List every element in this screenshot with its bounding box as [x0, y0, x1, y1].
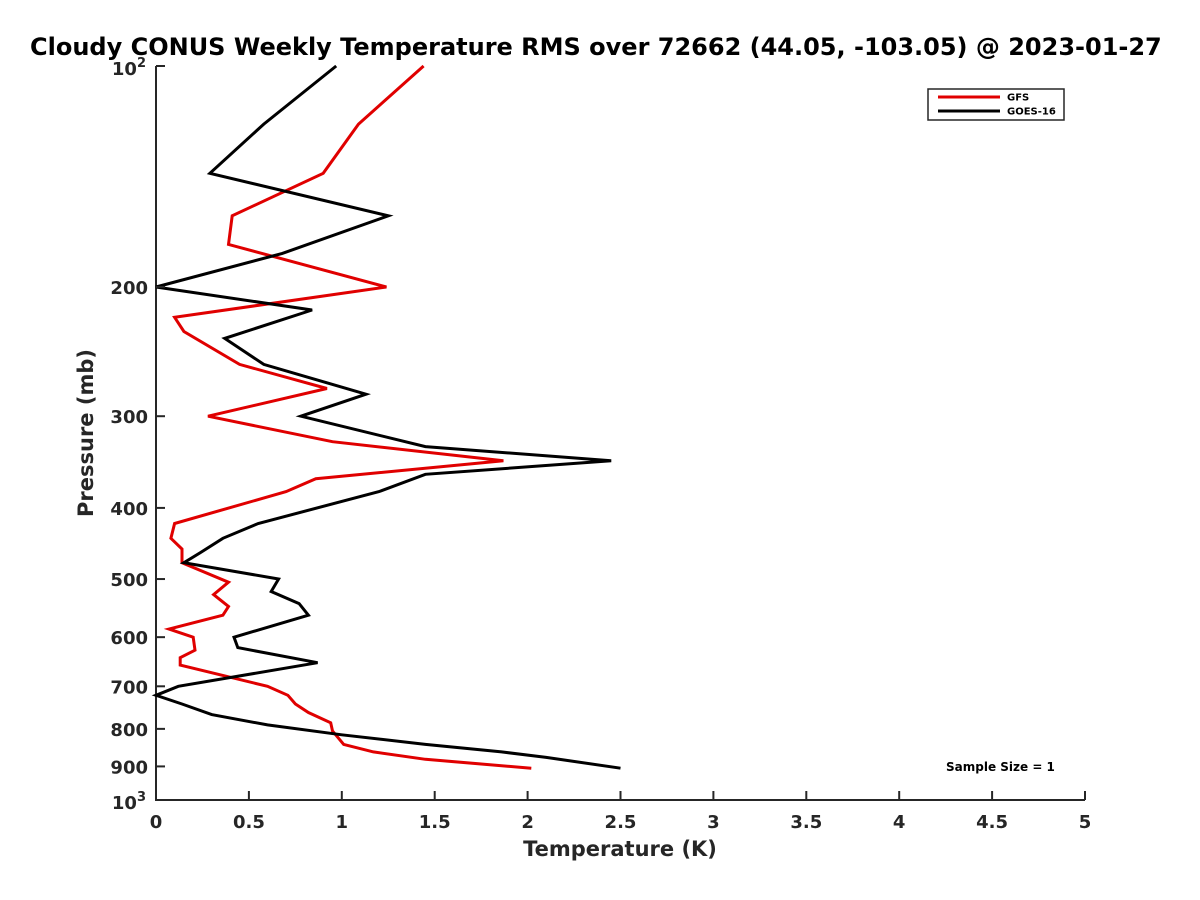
x-axis-label: Temperature (K): [523, 837, 717, 861]
legend-label-0: GFS: [1007, 93, 1029, 104]
y-tick-label: 500: [110, 570, 148, 591]
series-line-1: [151, 64, 621, 770]
x-tick-label: 2.5: [605, 812, 637, 833]
x-tick-label: 1: [336, 812, 349, 833]
series-layer: [151, 64, 621, 770]
y-decade-label: 102: [112, 56, 146, 80]
chart-title: Cloudy CONUS Weekly Temperature RMS over…: [30, 33, 1162, 61]
x-tick-label: 4.5: [976, 812, 1008, 833]
y-tick-label: 600: [110, 628, 148, 649]
x-tick-label: 0: [150, 812, 163, 833]
y-axis-label: Pressure (mb): [74, 349, 98, 517]
y-decade-label: 103: [112, 790, 146, 814]
series-line-0: [163, 64, 532, 770]
y-tick-label: 400: [110, 499, 148, 520]
legend-label-1: GOES-16: [1007, 107, 1056, 118]
x-tick-label: 3.5: [790, 812, 822, 833]
y-tick-label: 900: [110, 757, 148, 778]
x-axis: 0 0.5 1 1.5 2 2.5 3 3.5 4 4.5 5: [150, 791, 1092, 833]
x-tick-label: 4: [893, 812, 906, 833]
x-tick-label: 0.5: [233, 812, 265, 833]
y-tick-label: 800: [110, 720, 148, 741]
plot-area: 0 0.5 1 1.5 2 2.5 3 3.5 4 4.5 5 200 300 400 500 600 700…: [110, 56, 1091, 833]
sample-size-annotation: Sample Size = 1: [946, 760, 1055, 774]
legend: GFS GOES-16: [927, 88, 1065, 121]
y-tick-label: 300: [110, 407, 148, 428]
x-tick-label: 2: [521, 812, 534, 833]
x-tick-label: 1.5: [419, 812, 451, 833]
y-axis: 200 300 400 500 600 700 800 900 102 103: [110, 56, 165, 814]
legend-box: [927, 88, 1065, 121]
x-tick-label: 5: [1079, 812, 1092, 833]
y-tick-label: 200: [110, 278, 148, 299]
y-tick-label: 700: [110, 677, 148, 698]
x-tick-label: 3: [707, 812, 720, 833]
